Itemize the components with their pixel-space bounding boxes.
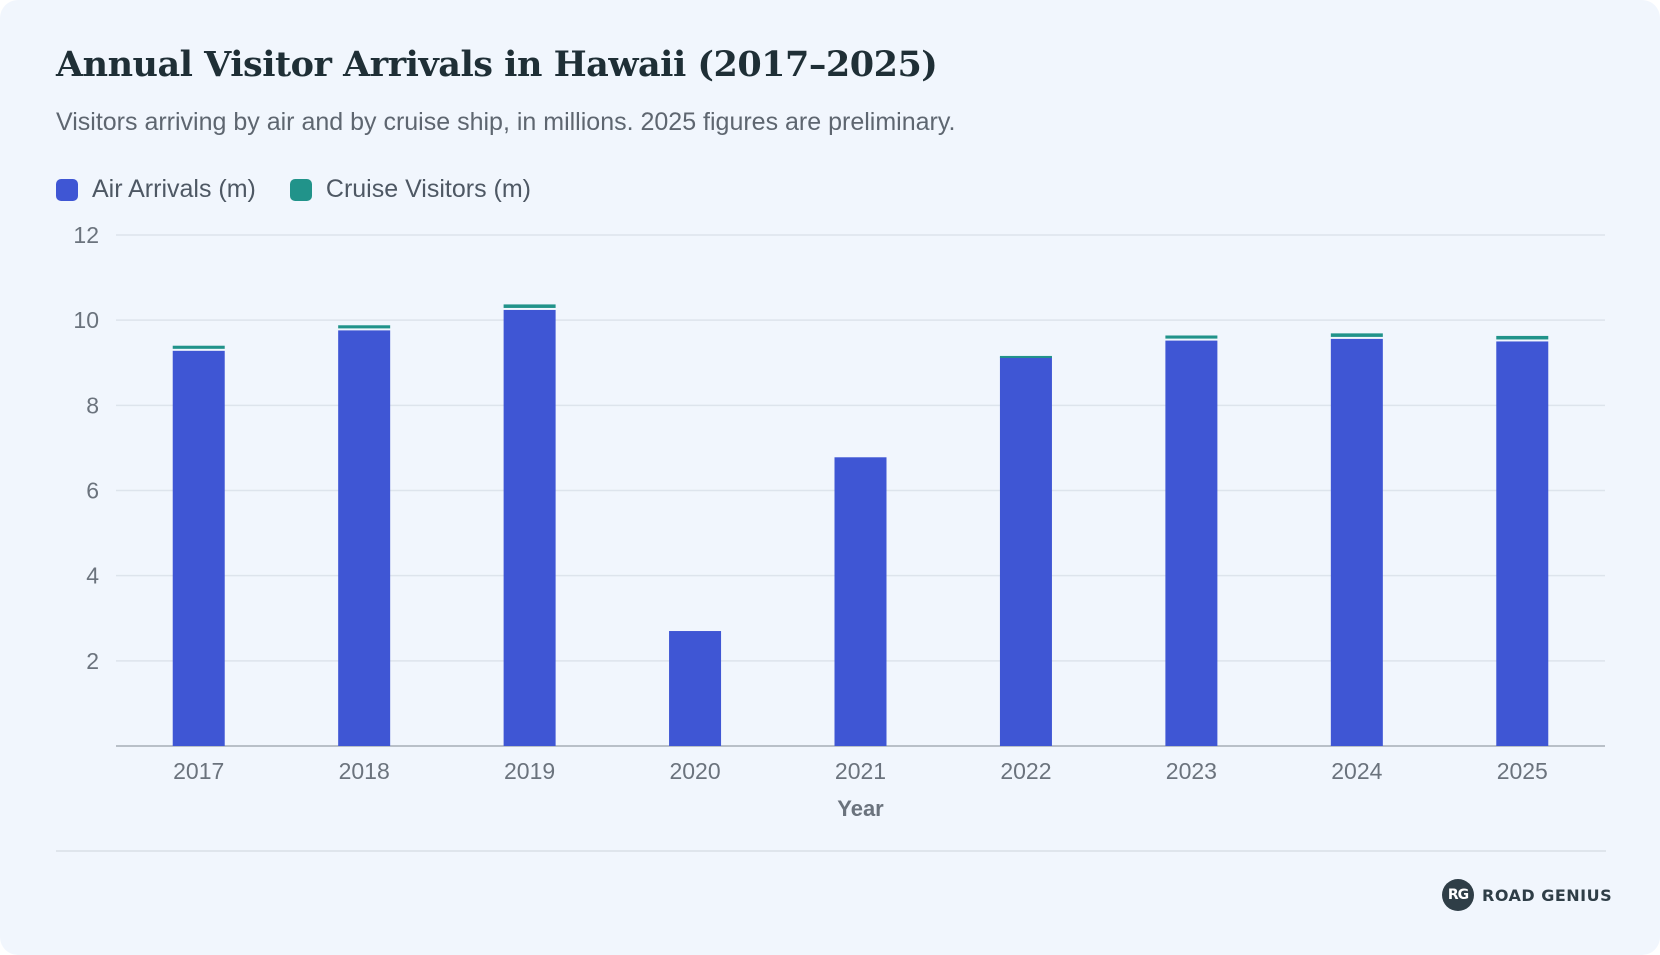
x-tick-label: 2020 [669,758,720,784]
y-tick-label: 6 [86,478,99,504]
legend-swatch-cruise [289,178,312,201]
legend-swatch-air [56,178,78,201]
y-tick-label: 12 [73,222,99,248]
legend-label-air: Air Arrivals (m) [92,175,256,203]
x-tick-label: 2023 [1166,758,1217,784]
x-tick-label: 2019 [504,758,555,784]
x-axis-title: Year [837,796,884,821]
x-tick-label: 2022 [1000,758,1051,784]
x-tick-label: 2018 [339,758,390,784]
bar-cruise-visitors [172,345,225,349]
bar-air-arrivals [1496,341,1549,746]
y-tick-label: 4 [86,563,99,589]
bar-cruise-visitors [1165,335,1218,339]
footer-divider [56,850,1606,852]
x-tick-label: 2025 [1497,758,1548,784]
chart-title: Annual Visitor Arrivals in Hawaii (2017–… [56,44,938,85]
bar-air-arrivals [834,457,887,746]
chart-subtitle: Visitors arriving by air and by cruise s… [56,108,956,136]
bar-air-arrivals [999,356,1052,746]
bar-air-arrivals [338,330,391,746]
y-tick-label: 2 [86,648,99,674]
x-tick-label: 2024 [1331,758,1382,784]
bar-air-arrivals [1330,338,1383,746]
y-tick-label: 10 [73,307,99,333]
bar-air-arrivals [1165,340,1218,746]
x-tick-label: 2017 [173,758,224,784]
bar-air-arrivals [503,309,556,746]
x-tick-label: 2021 [835,758,886,784]
y-tick-label: 8 [86,392,99,418]
brand[interactable]: RG ROAD GENIUS [1442,879,1612,911]
legend-label-cruise: Cruise Visitors (m) [325,175,532,203]
bar-air-arrivals [669,631,722,746]
brand-logo-icon: RG [1442,879,1474,911]
bar-cruise-visitors [1330,333,1383,337]
legend: Air Arrivals (m) Cruise Visitors (m) [56,175,531,204]
legend-item-cruise[interactable]: Cruise Visitors (m) [289,175,532,204]
bar-air-arrivals [172,350,225,746]
brand-name: ROAD GENIUS [1482,885,1613,905]
legend-item-air[interactable]: Air Arrivals (m) [56,175,256,204]
bar-cruise-visitors [1496,335,1549,340]
bar-cruise-visitors [338,325,391,329]
bar-cruise-visitors [999,355,1052,358]
bar-cruise-visitors [503,304,556,308]
